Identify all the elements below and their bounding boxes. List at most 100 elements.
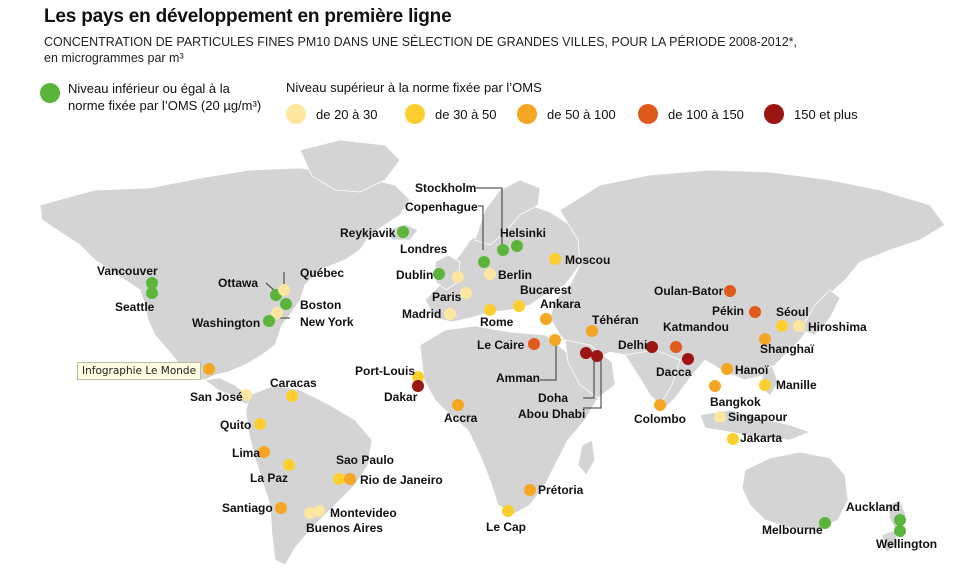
city-dot-wellington[interactable] [894, 525, 906, 537]
legend-dot [638, 104, 658, 124]
legend-item-50-100: de 50 à 100 [517, 104, 616, 124]
city-label-teheran: Téhéran [592, 313, 639, 327]
city-dot-jakarta[interactable] [727, 433, 739, 445]
scandinavia [474, 179, 541, 246]
city-label-reykjavik: Reykjavik [340, 226, 396, 240]
arabia [564, 339, 616, 399]
city-dot-hiroshima[interactable] [793, 320, 805, 332]
city-dot-copenhague[interactable] [478, 256, 490, 268]
city-label-ankara: Ankara [540, 297, 581, 311]
city-label-paris: Paris [432, 290, 462, 304]
city-dot-quebec[interactable] [278, 284, 290, 296]
city-label-madrid: Madrid [402, 307, 442, 321]
city-dot-le-caire[interactable] [528, 338, 540, 350]
city-dot-oulan-bator[interactable] [724, 285, 736, 297]
legend-label: de 100 à 150 [668, 106, 744, 122]
legend-label: 150 et plus [794, 106, 858, 122]
city-dot-dublin[interactable] [433, 268, 445, 280]
city-dot-amman[interactable] [549, 334, 561, 346]
city-dot-auckland[interactable] [894, 514, 906, 526]
japan [799, 289, 841, 336]
city-dot-boston[interactable] [280, 298, 292, 310]
city-label-wellington: Wellington [876, 537, 938, 551]
city-dot-la-paz[interactable] [283, 459, 295, 471]
city-label-katmandou: Katmandou [663, 320, 729, 334]
city-dot-abou-dhabi[interactable] [591, 350, 603, 362]
city-label-oulan-bator: Oulan-Bator [654, 284, 724, 298]
city-label-buenos-aires: Buenos Aires [306, 521, 383, 535]
city-dot-sao-paulo[interactable] [333, 473, 345, 485]
legend-dot [517, 104, 537, 124]
south-america [245, 384, 373, 566]
city-dot-berlin[interactable] [484, 268, 496, 280]
city-dot-melbourne[interactable] [819, 517, 831, 529]
legend-label: de 50 à 100 [547, 106, 616, 122]
city-dot-londres[interactable] [452, 271, 464, 283]
city-dot-hanoi[interactable] [721, 363, 733, 375]
city-dot-paris[interactable] [460, 287, 472, 299]
city-dot-washington[interactable] [263, 315, 275, 327]
city-label-stockholm: Stockholm [415, 181, 477, 195]
city-dot-rio-de-janeiro[interactable] [344, 473, 356, 485]
city-label-san-jose: San José [190, 390, 243, 404]
city-dot-ankara[interactable] [540, 313, 552, 325]
city-dot-shanghai[interactable] [759, 333, 771, 345]
city-label-rome: Rome [480, 315, 514, 329]
city-dot-stockholm[interactable] [497, 244, 509, 256]
city-label-dublin: Dublin [396, 268, 434, 282]
city-dot-teheran[interactable] [586, 325, 598, 337]
madagascar [577, 439, 596, 476]
city-label-helsinki: Helsinki [500, 226, 547, 240]
city-dot-unlabeled[interactable] [203, 363, 215, 375]
city-dot-le-cap[interactable] [502, 505, 514, 517]
credit-tooltip: Infographie Le Monde [77, 362, 202, 380]
city-dot-new-york[interactable] [271, 307, 283, 319]
city-label-doha: Doha [538, 391, 568, 405]
city-dot-bangkok[interactable] [709, 380, 721, 392]
city-dot-colombo[interactable] [654, 399, 666, 411]
city-dot-helsinki[interactable] [511, 240, 523, 252]
city-dot-dakar[interactable] [412, 380, 424, 392]
australia [741, 451, 849, 531]
chart-subtitle: CONCENTRATION DE PARTICULES FINES PM10 D… [44, 34, 824, 66]
city-dot-katmandou[interactable] [670, 341, 682, 353]
city-dot-moscou[interactable] [549, 253, 561, 265]
city-label-copenhague: Copenhague [405, 200, 478, 214]
city-dot-singapour[interactable] [714, 411, 726, 423]
city-label-auckland: Auckland [846, 500, 901, 514]
city-dot-vancouver[interactable] [146, 277, 158, 289]
city-dot-quito[interactable] [254, 418, 266, 430]
city-dot-buenos-aires[interactable] [304, 507, 316, 519]
city-dot-manille[interactable] [759, 379, 771, 391]
city-dot-pekin[interactable] [749, 306, 761, 318]
city-dot-accra[interactable] [452, 399, 464, 411]
city-label-montevideo: Montevideo [330, 506, 397, 520]
city-dot-rome[interactable] [484, 304, 496, 316]
city-label-berlin: Berlin [498, 268, 533, 282]
city-label-bangkok: Bangkok [710, 395, 761, 409]
legend-item-150-plus: 150 et plus [764, 104, 858, 124]
city-dot-san-jose[interactable] [240, 389, 252, 401]
city-dot-dacca[interactable] [682, 353, 694, 365]
city-dot-montevideo[interactable] [313, 505, 325, 517]
city-dot-caracas[interactable] [286, 390, 298, 402]
city-label-lima: Lima [232, 446, 261, 460]
city-dot-santiago[interactable] [275, 502, 287, 514]
legend-label: de 20 à 30 [316, 106, 378, 122]
city-label-caracas: Caracas [270, 376, 317, 390]
city-dot-doha[interactable] [580, 347, 592, 359]
india [624, 349, 681, 406]
city-label-hanoi: Hanoï [735, 363, 769, 377]
city-dot-pretoria[interactable] [524, 484, 536, 496]
city-dot-madrid[interactable] [444, 308, 456, 320]
city-dot-reykjavik[interactable] [397, 226, 409, 238]
city-dot-seoul[interactable] [776, 320, 788, 332]
city-dot-bucarest[interactable] [513, 300, 525, 312]
chart-title: Les pays en développement en première li… [44, 6, 452, 27]
city-label-sao-paulo: Sao Paulo [336, 453, 395, 467]
city-dot-seattle[interactable] [146, 287, 158, 299]
subtitle-line-1: CONCENTRATION DE PARTICULES FINES PM10 D… [44, 35, 797, 49]
city-dot-lima[interactable] [258, 446, 270, 458]
greenland [299, 139, 401, 193]
city-dot-delhi[interactable] [646, 341, 658, 353]
